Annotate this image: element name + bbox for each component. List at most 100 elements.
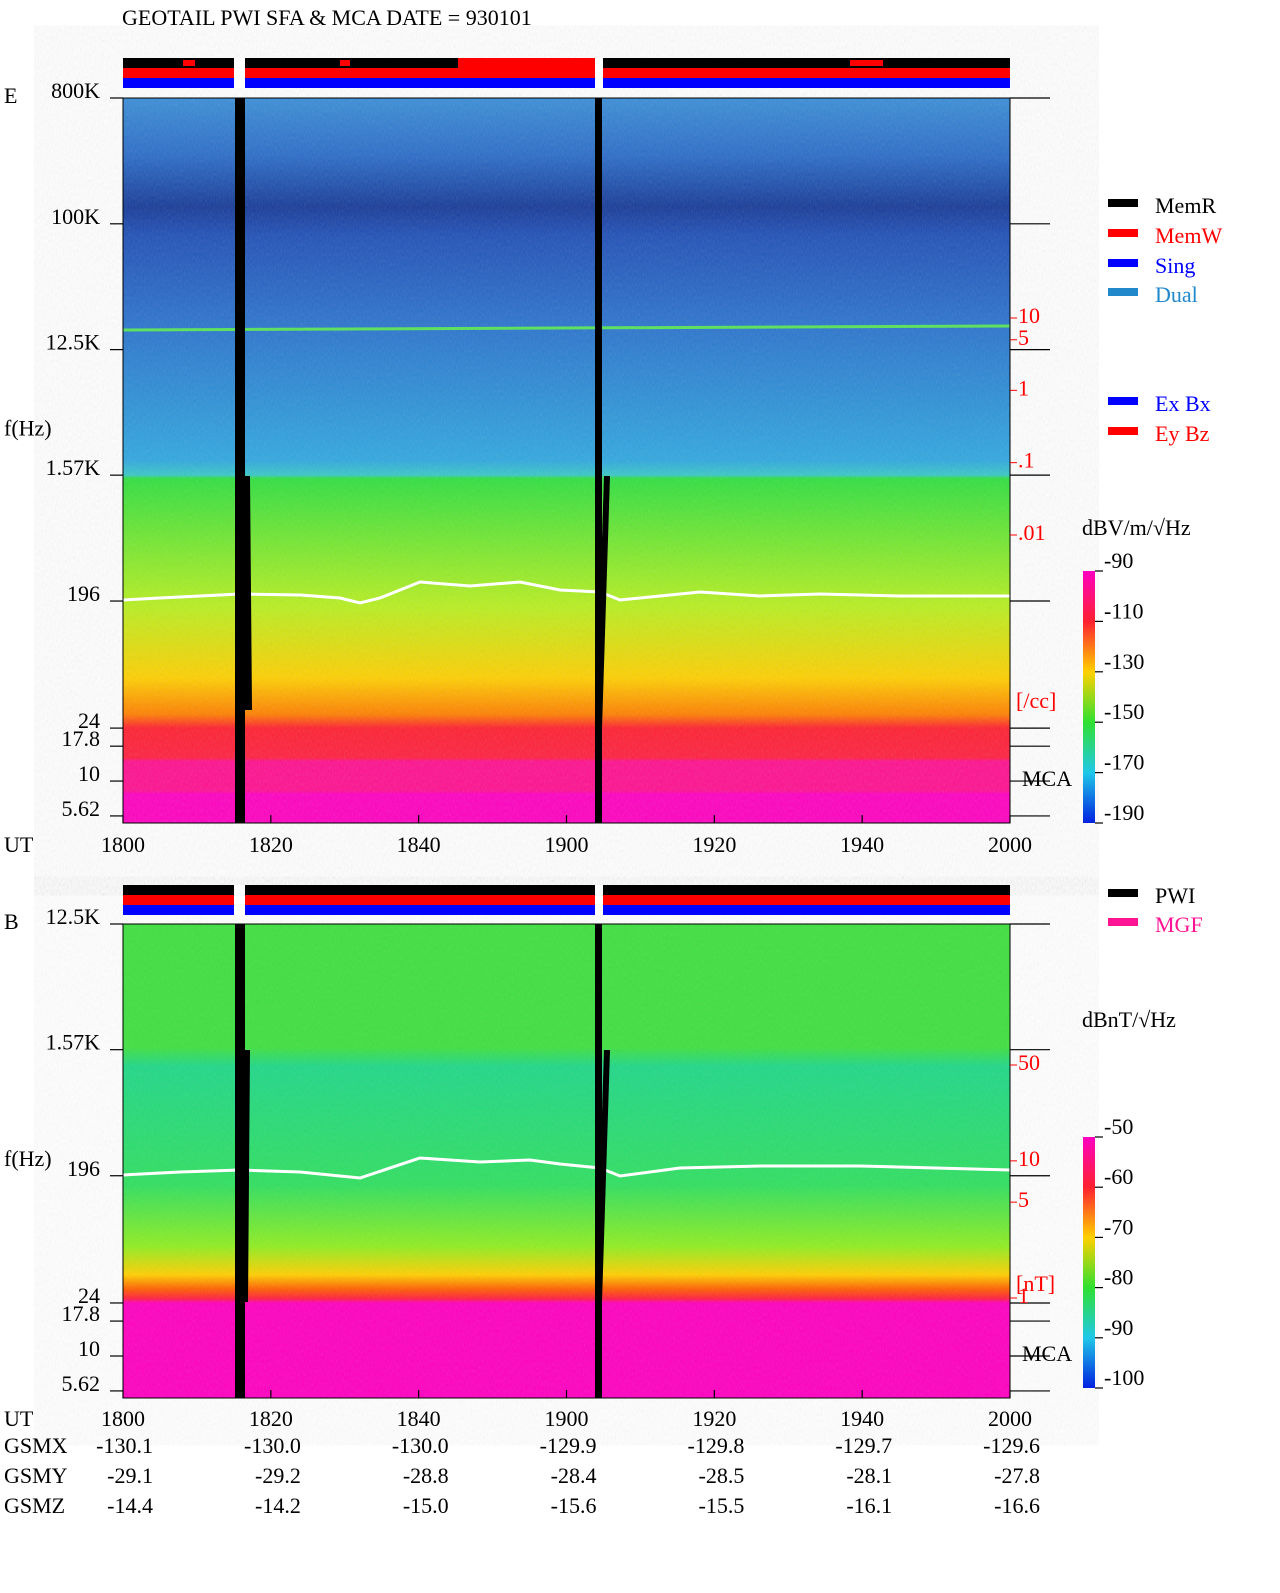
y-tick-label: 5.62 xyxy=(62,796,101,821)
legend-label: Ey Bz xyxy=(1155,421,1210,446)
right-unit: [/cc] xyxy=(1016,688,1056,713)
y-tick-label: 17.8 xyxy=(62,1301,101,1326)
orbit-value: -130.0 xyxy=(392,1433,449,1458)
colorbar-tick-label: -80 xyxy=(1104,1265,1133,1290)
colorbar-tick-label: -90 xyxy=(1104,1315,1133,1340)
panel-label: B xyxy=(4,909,19,934)
y-tick-label: 10 xyxy=(78,761,100,786)
right-tick-label: 1 xyxy=(1018,375,1029,400)
orbit-value: -29.2 xyxy=(255,1463,301,1488)
x-tick-label: 1840 xyxy=(397,1406,441,1431)
orbit-value: -29.1 xyxy=(107,1463,153,1488)
orbit-value: -15.6 xyxy=(551,1493,597,1518)
x-axis-label: UT xyxy=(4,1406,34,1431)
orbit-value: -27.8 xyxy=(994,1463,1040,1488)
orbit-value: -129.9 xyxy=(540,1433,597,1458)
legend-label: PWI xyxy=(1155,883,1195,908)
orbit-value: -16.6 xyxy=(994,1493,1040,1518)
colorbar-tick-label: -170 xyxy=(1104,750,1144,775)
orbit-value: -16.1 xyxy=(846,1493,892,1518)
legend-swatch xyxy=(1108,397,1138,405)
legend-swatch xyxy=(1108,259,1138,267)
orbit-value: -28.5 xyxy=(699,1463,745,1488)
x-tick-label: 1840 xyxy=(397,832,441,857)
orbit-value: -14.2 xyxy=(255,1493,301,1518)
right-tick-label: 1 xyxy=(1018,1283,1029,1308)
y-tick-label: 12.5K xyxy=(46,904,101,929)
orbit-value: -14.4 xyxy=(107,1493,153,1518)
orbit-value: -28.1 xyxy=(846,1463,892,1488)
orbit-value: -129.6 xyxy=(983,1433,1040,1458)
orbit-row-label: GSMY xyxy=(4,1463,68,1488)
colorbar-tick-label: -60 xyxy=(1104,1164,1133,1189)
trace xyxy=(122,1156,1011,1180)
legend-swatch xyxy=(1108,427,1138,435)
y-axis-label: f(Hz) xyxy=(4,416,52,441)
y-tick-label: 1.57K xyxy=(46,455,101,480)
mca-label: MCA xyxy=(1022,1341,1072,1366)
panel-label: E xyxy=(4,83,17,108)
y-tick-label: 196 xyxy=(67,1156,100,1181)
orbit-value: -129.7 xyxy=(835,1433,892,1458)
legend-label: Sing xyxy=(1155,253,1195,278)
colorbar-label: dBV/m/√Hz xyxy=(1082,515,1191,540)
colorbar-tick-label: -190 xyxy=(1104,800,1144,825)
legend-swatch xyxy=(1108,229,1138,237)
right-tick-label: .1 xyxy=(1018,448,1035,473)
right-tick-label: 10 xyxy=(1018,303,1040,328)
x-tick-label: 1900 xyxy=(545,832,589,857)
x-tick-label: 2000 xyxy=(988,1406,1032,1431)
y-tick-label: 5.62 xyxy=(62,1371,101,1396)
colorbar xyxy=(1083,571,1095,823)
colorbar-tick-label: -100 xyxy=(1104,1365,1144,1390)
orbit-row-label: GSMZ xyxy=(4,1493,65,1518)
emission-line xyxy=(122,324,1011,332)
legend-label: MemR xyxy=(1155,193,1216,218)
x-tick-label: 1820 xyxy=(249,832,293,857)
y-tick-label: 24 xyxy=(78,708,100,733)
colorbar xyxy=(1083,1137,1095,1388)
legend-swatch xyxy=(1108,288,1138,296)
x-tick-label: 1820 xyxy=(249,1406,293,1431)
colorbar-tick-label: -50 xyxy=(1104,1114,1133,1139)
x-tick-label: 1920 xyxy=(692,832,736,857)
orbit-value: -130.0 xyxy=(244,1433,301,1458)
x-tick-label: 1800 xyxy=(101,1406,145,1431)
y-tick-label: 196 xyxy=(67,581,100,606)
data-gap xyxy=(238,476,252,710)
legend-label: MGF xyxy=(1155,912,1203,937)
orbit-row-label: GSMX xyxy=(4,1433,68,1458)
data-gap xyxy=(595,98,602,823)
x-tick-label: 1940 xyxy=(840,832,884,857)
texture xyxy=(123,924,1010,1398)
y-tick-label: 12.5K xyxy=(46,330,101,355)
data-gap xyxy=(238,1050,250,1302)
colorbar-tick-label: -110 xyxy=(1104,598,1144,623)
y-tick-label: 10 xyxy=(78,1336,100,1361)
legend-label: MemW xyxy=(1155,223,1222,248)
y-tick-label: 17.8 xyxy=(62,726,101,751)
right-tick-label: 5 xyxy=(1018,325,1029,350)
y-tick-label: 24 xyxy=(78,1283,100,1308)
right-tick-label: 10 xyxy=(1018,1146,1040,1171)
y-tick-label: 1.57K xyxy=(46,1030,101,1055)
legend-swatch xyxy=(1108,918,1138,926)
right-unit: [nT] xyxy=(1016,1271,1055,1296)
orbit-value: -129.8 xyxy=(688,1433,745,1458)
data-gap xyxy=(596,476,610,728)
y-tick-label: 100K xyxy=(51,204,100,229)
status-bars xyxy=(123,58,1010,915)
right-tick-label: 5 xyxy=(1018,1187,1029,1212)
orbit-value: -130.1 xyxy=(96,1433,153,1458)
data-gap xyxy=(595,924,602,1398)
orbit-value: -15.0 xyxy=(403,1493,449,1518)
orbit-value: -28.4 xyxy=(551,1463,597,1488)
legend-swatch xyxy=(1108,889,1138,897)
texture xyxy=(123,98,1010,823)
mca-label: MCA xyxy=(1022,766,1072,791)
data-gap xyxy=(596,1050,610,1302)
y-tick-label: 800K xyxy=(51,78,100,103)
orbit-value: -28.8 xyxy=(403,1463,449,1488)
legend-swatch xyxy=(1108,199,1138,207)
